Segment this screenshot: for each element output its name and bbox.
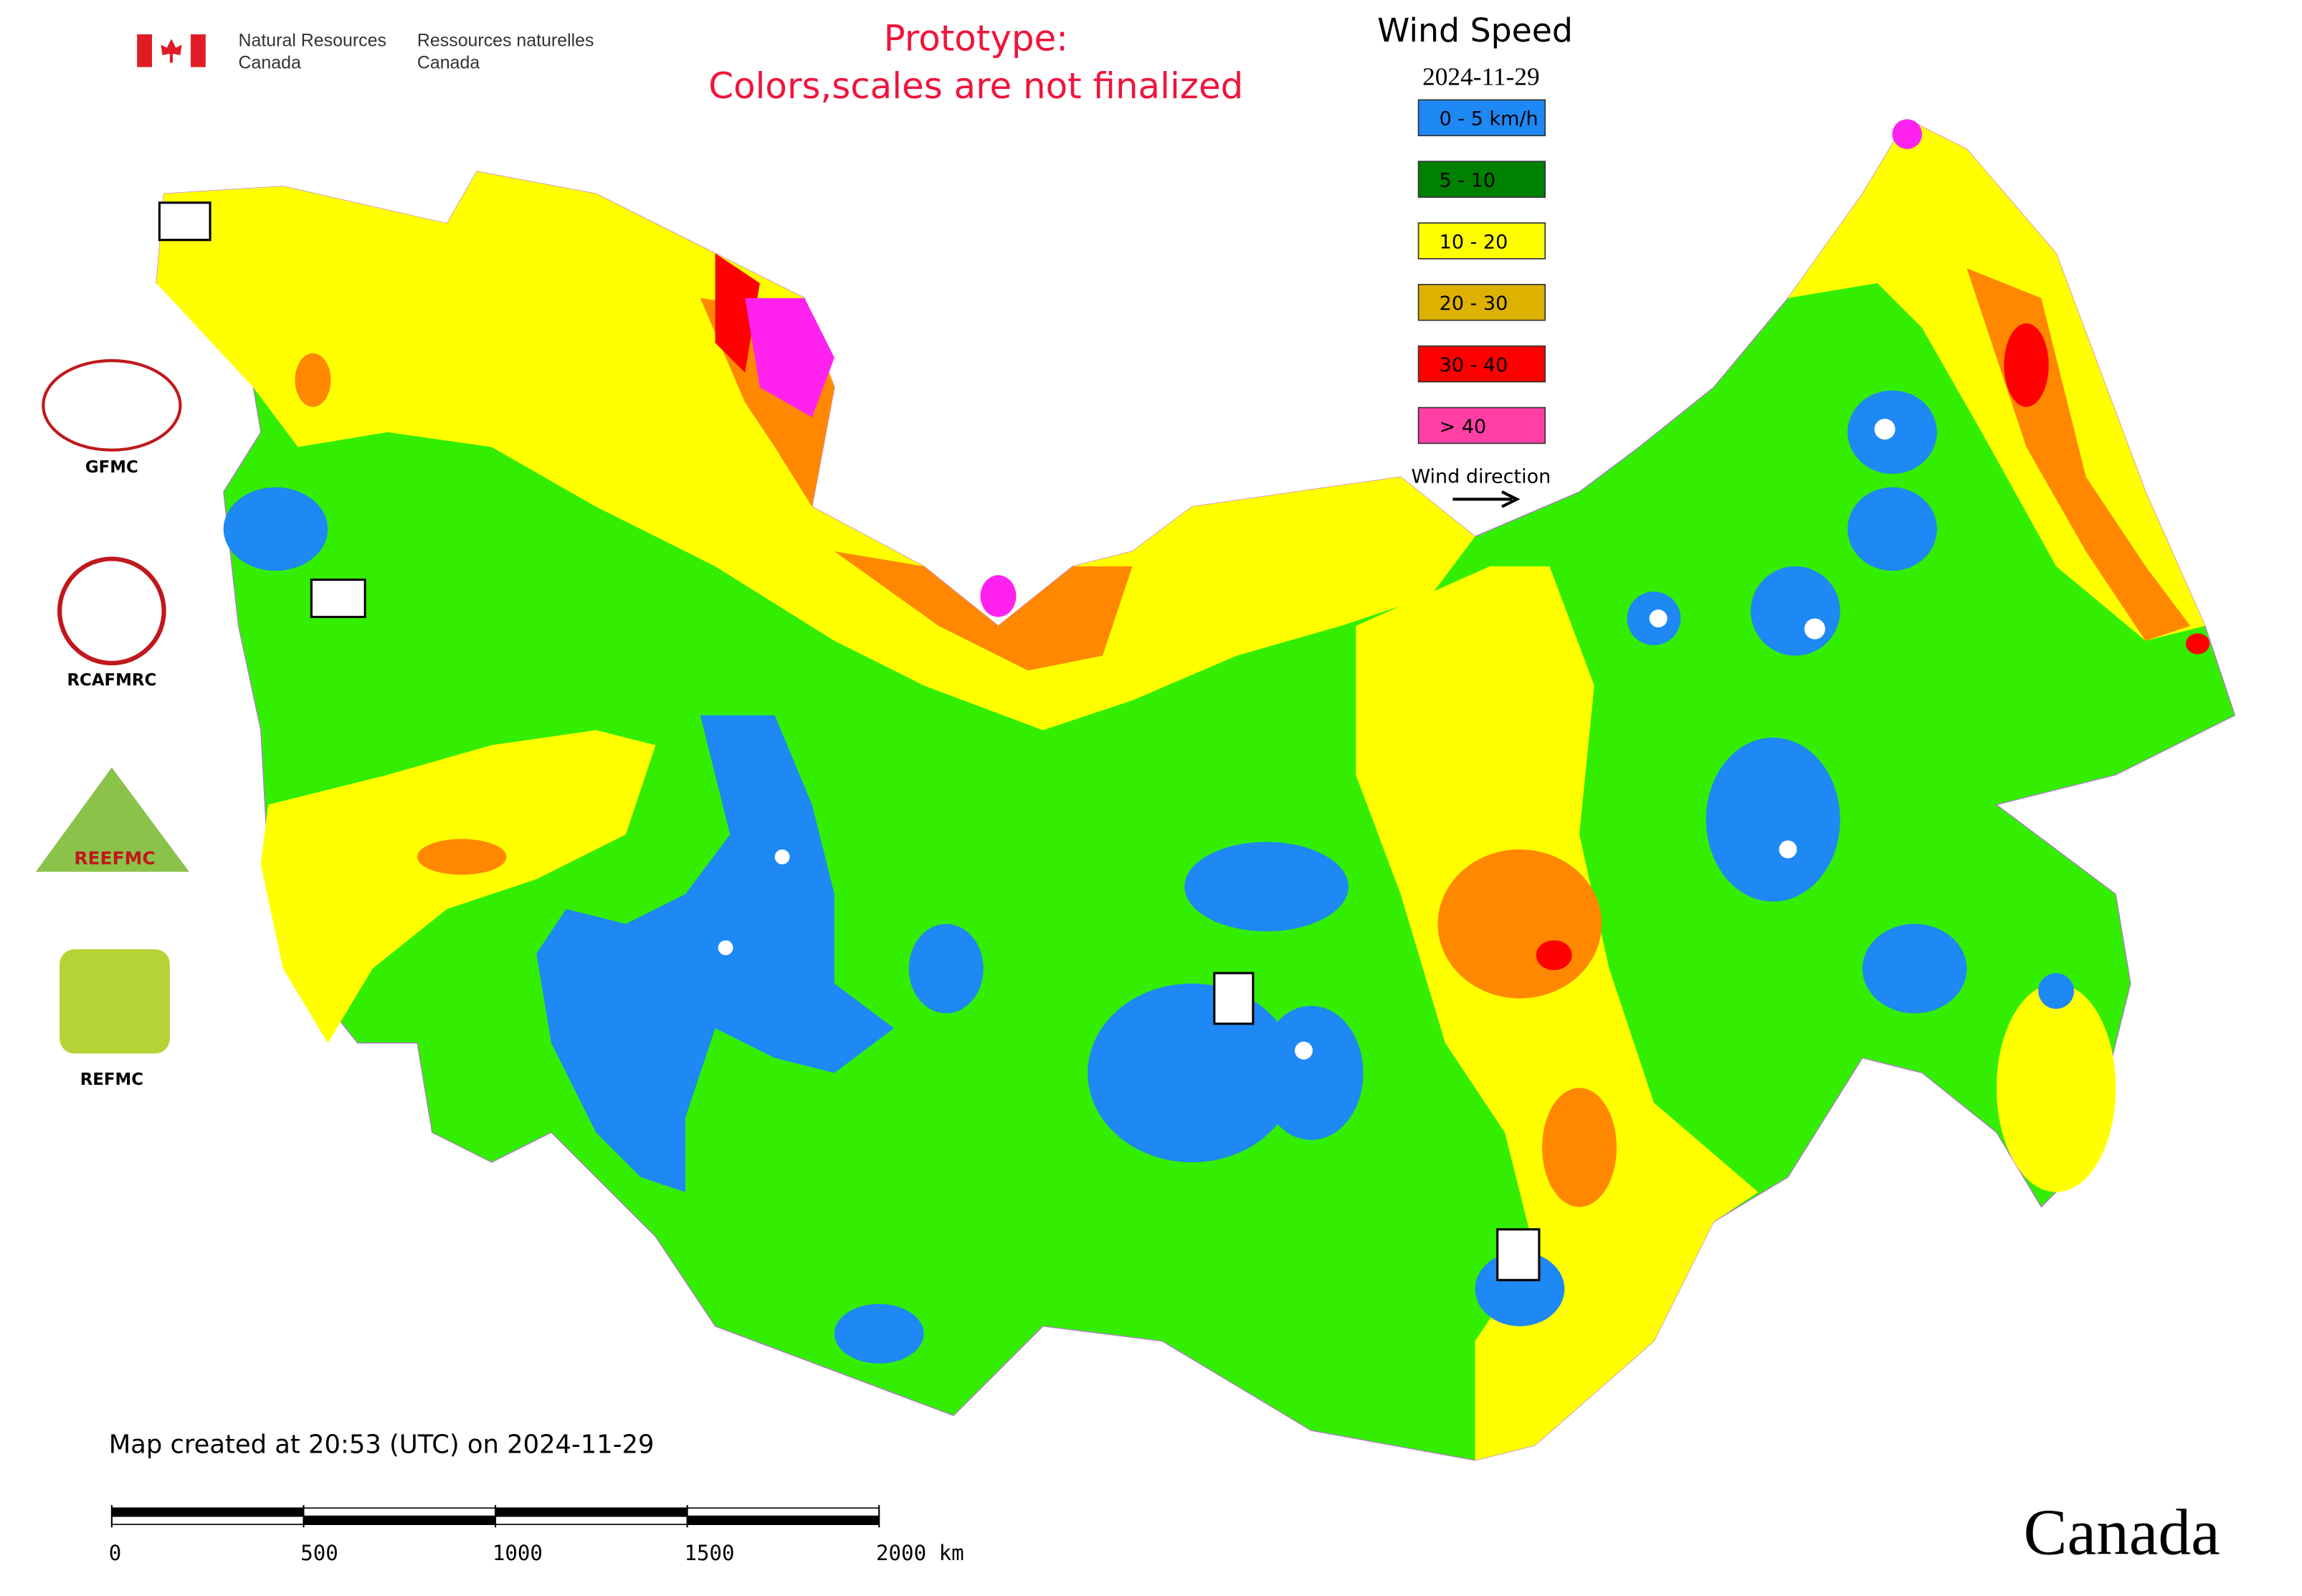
zone-orange — [1542, 1088, 1617, 1207]
logo-label: REFMC — [80, 1070, 143, 1089]
logo-rcafmrc — [57, 556, 166, 666]
scale-label: 2000 km — [876, 1541, 964, 1565]
scale-segment — [495, 1507, 688, 1517]
zone-orange — [834, 551, 1133, 671]
zone-yellow — [1996, 983, 2116, 1192]
zone-orange — [1437, 849, 1602, 999]
scale-segment — [111, 1507, 305, 1517]
center-marker — [158, 201, 211, 242]
logo-label: GFMC — [85, 458, 138, 477]
zone-blue — [1184, 842, 1349, 932]
flag-bar — [191, 34, 206, 67]
scale-label: 1000 — [493, 1541, 543, 1565]
logo-reefmc — [35, 767, 189, 872]
legend-date: 2024-11-29 — [1422, 63, 1540, 91]
zone-blue — [908, 923, 984, 1014]
zone-blue — [1088, 983, 1297, 1163]
zone-blue — [1862, 923, 1967, 1014]
zone-red — [1536, 940, 1572, 971]
logo-refmc — [60, 949, 170, 1054]
zone-calm — [718, 940, 733, 956]
zone-red — [2004, 323, 2049, 407]
zone-blue — [834, 1303, 924, 1364]
direction-arrow — [1452, 490, 1521, 508]
wordmark: Canada — [2024, 1496, 2220, 1569]
legend-label: 30 - 40 — [1440, 354, 1508, 376]
zone-red — [715, 253, 760, 373]
legend-label: > 40 — [1440, 416, 1487, 438]
logos: GFMC RCAFMRC REEFMC REFMC — [35, 358, 189, 1089]
zone-calm — [718, 419, 1896, 1060]
zone-blue — [1751, 566, 1840, 656]
scale-label: 500 — [300, 1541, 338, 1565]
zone-orange — [295, 353, 331, 407]
center-marker — [310, 578, 366, 619]
zone-calm — [1874, 419, 1896, 440]
center-marker — [158, 201, 1541, 1281]
map — [156, 118, 2236, 1461]
zone-red — [715, 253, 2210, 971]
notice: Prototype: — [884, 18, 1068, 60]
zone-magenta — [745, 298, 834, 417]
agency-en: Canada — [239, 53, 301, 73]
center-marker — [1496, 1228, 1541, 1281]
zone-blue — [2038, 973, 2075, 1010]
maple-leaf — [161, 39, 182, 63]
scale-segment — [686, 1507, 880, 1517]
scale-segment — [495, 1515, 688, 1526]
agency-en: Natural Resources — [239, 30, 386, 50]
zone-blue — [223, 487, 328, 571]
legend-label: 10 - 20 — [1440, 231, 1508, 253]
logo-label: RCAFMRC — [67, 671, 156, 690]
legend-swatch — [1417, 161, 1546, 198]
created-note: Map created at 20:53 (UTC) on 2024-11-29 — [109, 1430, 655, 1459]
zone-calm — [1779, 840, 1797, 859]
agency-fr: Ressources naturelles — [417, 30, 594, 50]
zone-blue — [1706, 737, 1840, 902]
legend-label: 20 - 30 — [1440, 293, 1508, 315]
zone-blue — [1847, 487, 1937, 571]
legend-label: 0 - 5 km/h — [1440, 108, 1538, 130]
legend-direction: Wind direction — [1411, 465, 1551, 488]
legend-label: 5 - 10 — [1440, 169, 1495, 191]
zone-magenta — [1892, 119, 1923, 149]
legend-swatch — [1417, 407, 1546, 445]
legend-swatch — [1417, 99, 1546, 137]
zone-calm — [774, 849, 790, 865]
notice: Colors,scales are not finalized — [708, 65, 1243, 107]
logo-gfmc — [42, 358, 182, 452]
zone-red — [2185, 633, 2210, 655]
zone-blue — [536, 715, 894, 1192]
zone-calm — [1804, 618, 1825, 640]
legend-swatch — [1417, 222, 1546, 260]
header: Natural Resources Canada Ressources natu… — [137, 18, 1243, 107]
agency-fr: Canada — [417, 53, 480, 73]
zone-orange — [417, 839, 507, 875]
scale-segment — [111, 1515, 305, 1526]
legend-swatch — [1417, 283, 1546, 321]
zone-blue — [1259, 1005, 1364, 1140]
zone-magenta — [980, 575, 1017, 617]
scale-label: 1500 — [684, 1541, 734, 1565]
scale-segment — [303, 1515, 496, 1526]
footer: Map created at 20:53 (UTC) on 2024-11-29… — [109, 1430, 2220, 1568]
zone-yellow — [260, 730, 656, 1043]
scale-label: 0 — [109, 1541, 122, 1565]
zone-calm — [1649, 609, 1668, 628]
legend: Wind Speed 2024-11-29 Wind direction 0 -… — [1377, 11, 1573, 508]
zone-yellow — [1356, 566, 1759, 1460]
zone-magenta — [745, 119, 1923, 617]
scale-segment — [303, 1507, 496, 1517]
flag-bar — [137, 34, 152, 67]
scale-segment — [686, 1515, 880, 1526]
logo-label: REEFMC — [74, 847, 155, 868]
legend-swatch — [1417, 345, 1546, 383]
legend-title: Wind Speed — [1377, 11, 1573, 49]
zone-calm — [1295, 1041, 1313, 1060]
center-marker — [1213, 972, 1255, 1025]
